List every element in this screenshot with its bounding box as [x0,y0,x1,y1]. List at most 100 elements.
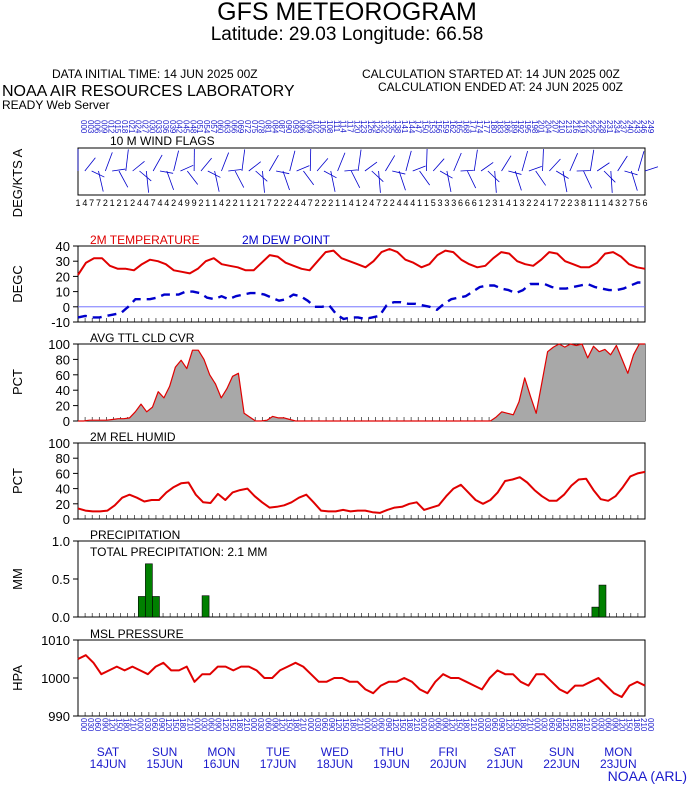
top-hour-label: 225 [591,120,600,134]
wind-speed-label: 4 [369,198,374,208]
top-hour-label: 099 [304,120,313,134]
wind-flag [405,150,412,172]
wind-flag [385,155,396,172]
wind-speed-label: 4 [301,198,306,208]
wind-panel [77,147,646,196]
wind-speed-label: 4 [397,198,402,208]
day-label: SUN [549,745,574,759]
wind-flag [200,157,212,172]
bottom-hour-label: 060 [377,718,386,732]
wind-speed-label: 2 [253,198,258,208]
date-label: 16JUN [203,757,240,771]
wind-speed-label: 2 [321,198,326,208]
wind-speed-label: 2 [233,198,238,208]
bottom-hour-label: 000 [363,718,372,732]
wind-speed-label: 7 [267,198,272,208]
wind-speed-label: 6 [642,198,647,208]
bottom-hour-label: 090 [327,718,336,732]
wind-speed-label: 7 [96,198,101,208]
wind-flag [221,152,230,172]
wind-speed-label: 7 [89,198,94,208]
wind-speed-label: 9 [192,198,197,208]
wind-speed-label: 2 [171,198,176,208]
top-hour-label: 168 [462,120,471,134]
wind-speed-label: 1 [602,198,607,208]
wind-flag [132,161,145,172]
wind-flag [617,155,628,172]
top-hour-label: 213 [564,120,573,134]
bottom-hour-label: 000 [646,718,655,732]
wind-flag [535,170,546,186]
y-tick-label: 20 [56,269,70,284]
wind-flag [296,165,310,172]
top-hour-label: 219 [578,120,587,134]
wind-speed-label: 2 [567,198,572,208]
top-hour-label: 195 [523,120,532,134]
wind-flag [255,170,268,182]
dewpoint-line [77,281,645,321]
top-hour-label: 240 [626,120,635,134]
bottom-hour-label: 000 [79,718,88,732]
temperature-line [77,248,646,276]
bottom-hour-label: 090 [157,718,166,732]
wind-flag [569,153,578,172]
wind-flag [473,149,478,172]
date-label: 14JUN [90,757,127,771]
wind-flag [508,170,522,175]
top-hour-label: 057 [209,120,218,134]
bottom-hour-label: 030 [426,718,435,732]
y-tick-label: 60 [56,368,70,383]
wind-flag [91,170,105,178]
date-label: 19JUN [373,757,410,771]
wind-speed-label: 9 [185,198,190,208]
wind-flag [207,170,221,178]
top-hour-label: 150 [421,120,430,134]
wind-speed-label: 4 [540,198,545,208]
top-hour-label: 135 [386,120,395,134]
top-hour-label: 009 [99,120,108,134]
top-hour-label: 132 [380,120,389,134]
day-label: FRI [439,745,458,759]
top-hour-label: 204 [544,120,553,134]
bottom-hour-label: 000 [589,718,598,732]
top-hour-label: 231 [605,120,614,134]
top-hour-label: 165 [455,120,464,134]
wind-speed-label: 4 [349,198,354,208]
wind-flag [173,150,179,172]
day-label: WED [321,745,349,759]
wind-speed-label: 7 [554,198,559,208]
wind-flag [439,170,453,179]
top-hour-label: 237 [619,120,628,134]
wind-speed-label: 2 [561,198,566,208]
y-tick-label: 20 [56,497,70,512]
cloud-area [78,344,645,421]
wind-speed-label: 3 [574,198,579,208]
y-tick-label: 40 [56,482,70,497]
wind-speed-label: 4 [403,198,408,208]
wind-speed-label: 1 [595,198,600,208]
precip-bar [201,595,210,618]
temp-ylabel: DEGC [10,265,25,303]
bottom-hour-label: 090 [554,718,563,732]
top-hour-label: 189 [509,120,518,134]
init-time: DATA INITIAL TIME: 14 JUN 2025 00Z [52,67,258,81]
day-label: TUE [266,745,290,759]
top-hour-label: 063 [222,120,231,134]
top-hour-label: 093 [291,120,300,134]
wind-speed-label: 2 [315,198,320,208]
top-hour-label: 162 [448,120,457,134]
top-hour-label: 000 [79,120,88,134]
wind-flag [180,164,194,172]
wind-flag [357,149,362,172]
top-hour-label: 180 [489,120,498,134]
top-hour-label: 216 [571,120,580,134]
y-tick-label: 30 [56,254,70,269]
wind-flag [514,170,522,191]
top-hour-label: 186 [503,120,512,134]
bottom-hour-label: 180 [178,718,187,732]
precip-title: PRECIPITATION [90,528,180,542]
bottom-hour-label: 000 [533,718,542,732]
bottom-hour-label: 150 [455,718,464,732]
bottom-hour-label: 210 [526,718,535,732]
date-label: 17JUN [260,757,297,771]
